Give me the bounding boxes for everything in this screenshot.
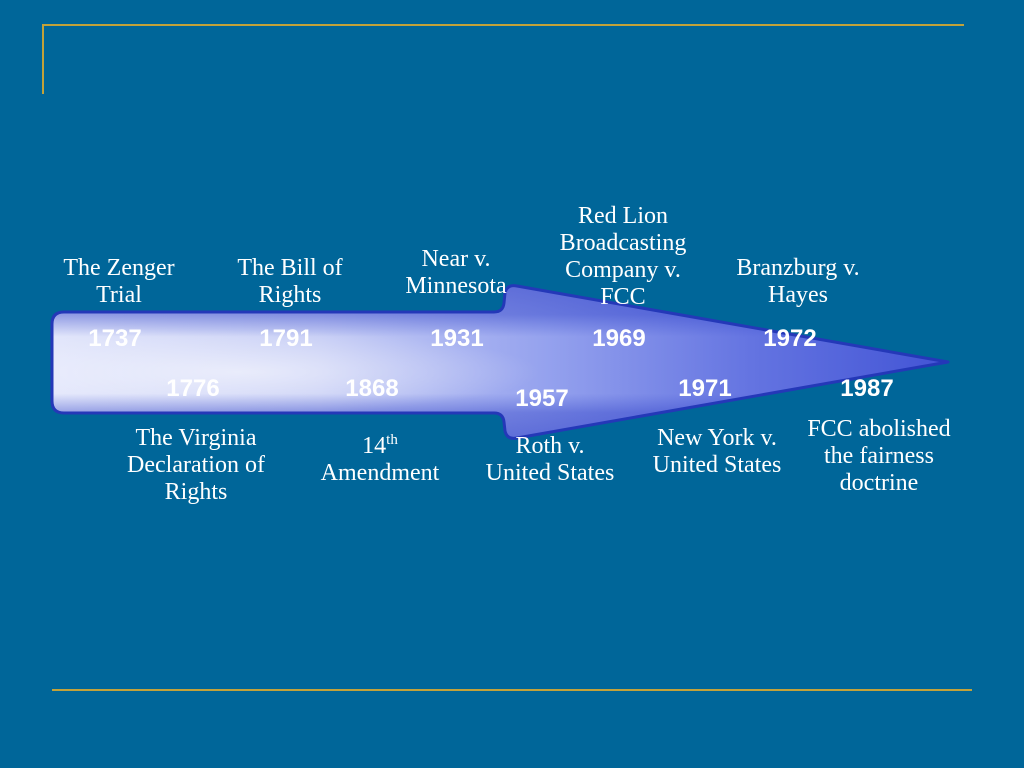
timeline-event-label: New York v. United States <box>653 425 782 479</box>
footer-rule <box>52 689 972 691</box>
timeline-event-label: FCC abolished the fairness doctrine <box>807 416 950 497</box>
timeline-event-label-line: Declaration of <box>127 452 265 478</box>
timeline-event-label-line: Rights <box>164 479 228 505</box>
timeline-year: 1868 <box>345 375 399 402</box>
corner-rule <box>42 24 44 94</box>
ordinal-number: 14 <box>362 433 387 459</box>
timeline-event-label-line: Hayes <box>768 282 828 308</box>
timeline-year: 1969 <box>592 325 646 352</box>
timeline-event-label-line: Roth v. <box>515 433 585 459</box>
timeline-event-label-line: The Zenger <box>63 255 175 281</box>
timeline-event-label-line: New York v. <box>657 425 777 451</box>
timeline-event-label-line: Near v. <box>421 246 491 272</box>
timeline-event-label-line: Branzburg v. <box>736 255 860 281</box>
timeline-event-label-line: FCC <box>600 284 646 310</box>
timeline-event-label-line: United States <box>485 460 615 486</box>
timeline-year: 1957 <box>515 385 569 412</box>
timeline-event-label: Branzburg v. Hayes <box>736 255 859 309</box>
timeline-year: 1931 <box>430 325 484 352</box>
timeline-event-label-line: doctrine <box>839 470 919 496</box>
timeline-year: 1972 <box>763 325 817 352</box>
timeline-event-label: Red Lion Broadcasting Company v. FCC <box>560 203 687 311</box>
timeline-event-label-line: Trial <box>96 282 142 308</box>
timeline-event-label-line: the fairness <box>824 443 934 469</box>
timeline-event-label-line: Broadcasting <box>559 230 687 256</box>
timeline-event-label-line: Rights <box>258 282 322 308</box>
timeline-event-label-line: FCC abolished <box>807 416 951 442</box>
timeline-year: 1737 <box>88 325 142 352</box>
timeline-event-label-line: United States <box>652 452 782 478</box>
timeline-year: 1776 <box>166 375 220 402</box>
timeline-event-label: Roth v. United States <box>486 433 615 487</box>
timeline-event-label: The Virginia Declaration of Rights <box>127 425 265 506</box>
timeline-event-label: 14th Amendment <box>321 433 440 487</box>
ordinal-suffix: th <box>386 432 398 448</box>
timeline-event-label-line: Minnesota <box>405 273 507 299</box>
timeline-year: 1971 <box>678 375 732 402</box>
timeline-event-label: The Zenger Trial <box>63 255 174 309</box>
timeline-event-label: The Bill of Rights <box>237 255 342 309</box>
timeline-event-label-line: Amendment <box>320 460 440 486</box>
timeline-event-label-line: 14th <box>321 433 440 460</box>
timeline-event-label-line: The Bill of <box>237 255 343 281</box>
timeline-event-label-line: Company v. <box>565 257 681 283</box>
timeline-event-label: Near v. Minnesota <box>405 246 506 300</box>
timeline-year: 1987 <box>840 375 894 402</box>
header-rule <box>42 24 964 26</box>
timeline-event-label-line: The Virginia <box>135 425 257 451</box>
timeline-year: 1791 <box>259 325 313 352</box>
timeline-event-label-line: Red Lion <box>577 203 668 229</box>
